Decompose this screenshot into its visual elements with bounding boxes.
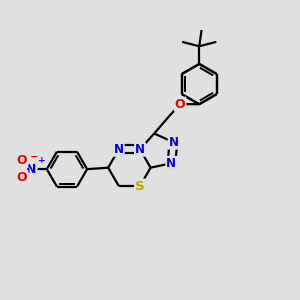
Text: +: + xyxy=(38,156,46,165)
Text: S: S xyxy=(135,179,145,193)
Text: O: O xyxy=(175,98,185,111)
Text: N: N xyxy=(169,136,178,149)
Text: −: − xyxy=(29,152,38,161)
Text: N: N xyxy=(166,157,176,170)
Text: N: N xyxy=(26,163,37,176)
Text: N: N xyxy=(114,143,124,156)
Text: O: O xyxy=(17,171,27,184)
Text: N: N xyxy=(135,143,145,156)
Text: O: O xyxy=(17,154,27,167)
